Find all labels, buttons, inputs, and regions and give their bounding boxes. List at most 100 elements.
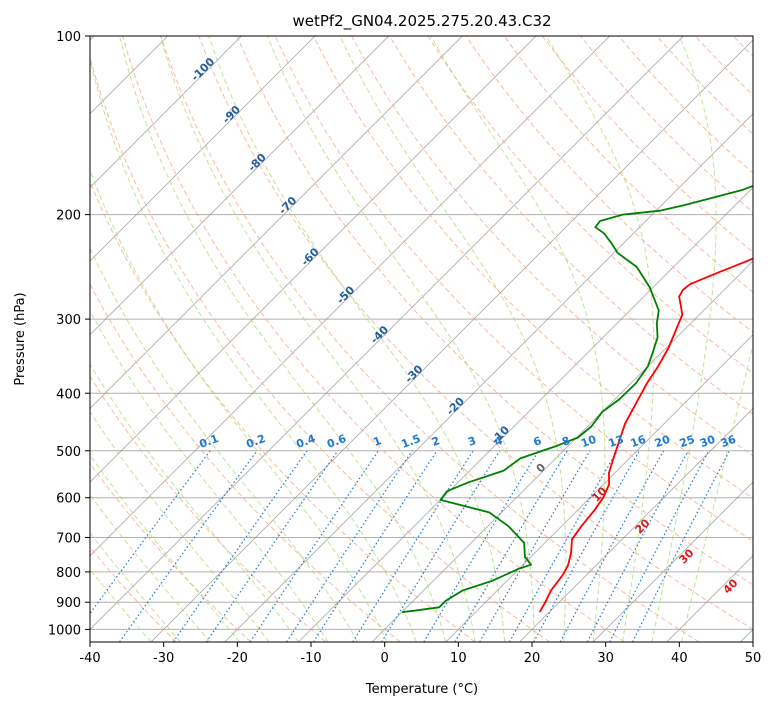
moist-adiabat-label: 40 — [721, 576, 741, 596]
mixing-ratio-line — [559, 450, 665, 642]
dry-adiabat-line — [90, 180, 476, 642]
x-tick-label: -20 — [227, 651, 248, 666]
mixing-ratio-line — [533, 450, 640, 642]
y-tick-label: 1000 — [48, 623, 81, 638]
mixing-ratio-line — [172, 450, 308, 642]
y-axis-ticks: 100 200 300 400 500 600 700 800 900 1000 — [48, 30, 90, 638]
isotherm-label: -100 — [189, 55, 218, 84]
y-tick-label: 400 — [56, 387, 81, 402]
dry-adiabat-line — [236, 36, 753, 586]
mixing-ratio-label: 3 — [466, 434, 478, 449]
moist-adiabat-line — [90, 309, 329, 642]
x-tick-label: 30 — [597, 651, 614, 666]
moist-adiabat-line — [90, 363, 299, 642]
isotherm-label: -60 — [299, 245, 322, 268]
moist-adiabat-line — [208, 36, 506, 642]
mixing-ratio-line — [479, 450, 591, 642]
dry-adiabat-line — [90, 282, 401, 642]
x-tick-label: 40 — [671, 651, 688, 666]
dry-adiabat-line — [618, 36, 753, 174]
isotherm-line — [90, 36, 611, 557]
y-tick-label: 200 — [56, 209, 81, 224]
mixing-ratio-line — [205, 450, 339, 642]
sounding-profiles — [401, 184, 753, 613]
mixing-ratio-line — [119, 450, 258, 642]
moist-adiabat-label: 20 — [633, 516, 653, 536]
isotherm-line — [371, 260, 753, 642]
mixing-ratio-label: 10 — [579, 433, 598, 451]
dry-adiabat-line — [274, 36, 753, 542]
isotherm-label: -80 — [246, 151, 269, 174]
isotherm-line — [224, 113, 753, 642]
mixing-ratio-line — [586, 450, 689, 642]
isotherm-label: -70 — [276, 194, 299, 217]
x-axis-ticks: -40 -30 -20 -10 0 10 20 30 40 50 — [79, 642, 761, 666]
dry-adiabat-line — [427, 36, 753, 374]
y-tick-label: 700 — [56, 531, 81, 546]
isotherm-line — [90, 36, 684, 630]
x-tick-label: 20 — [524, 651, 541, 666]
x-tick-label: -30 — [153, 651, 174, 666]
mixing-ratio-line — [508, 450, 618, 642]
moist-adiabat-line — [339, 36, 567, 642]
isotherm-line — [90, 36, 242, 188]
dry-adiabat-line — [90, 462, 252, 642]
mixing-ratio-line — [352, 450, 474, 642]
moist-adiabat-line — [545, 36, 655, 642]
mixing-ratio-line — [423, 450, 540, 642]
isotherm-line — [90, 36, 316, 262]
mixing-ratio-label: 2 — [430, 434, 442, 449]
chart-title: wetPf2_GN04.2025.275.20.43.C32 — [292, 12, 551, 31]
dry-adiabat-line — [90, 375, 326, 642]
y-tick-label: 500 — [56, 445, 81, 460]
mixing-ratio-label: 16 — [629, 433, 648, 451]
temperature-profile-line — [538, 257, 753, 613]
dry-adiabat-line — [198, 36, 753, 630]
moist-adiabat-line — [159, 36, 476, 642]
isotherm-line — [519, 407, 753, 642]
dry-adiabat-line — [312, 36, 753, 499]
dry-adiabat-line — [465, 36, 753, 333]
isotherm-line — [592, 481, 753, 642]
moist-adiabat-line — [430, 36, 606, 642]
mixing-ratio-label: 4 — [493, 434, 505, 449]
mixing-ratio-line — [286, 450, 413, 642]
isotherm-line — [150, 39, 753, 642]
dry-adiabat-line — [389, 36, 753, 415]
y-tick-label: 600 — [56, 492, 81, 507]
mixing-ratio-label: 25 — [678, 433, 697, 450]
x-tick-label: -10 — [300, 651, 321, 666]
isotherm-line — [90, 36, 390, 336]
isotherm-label: -40 — [368, 323, 391, 346]
mixing-ratio-line — [609, 450, 710, 642]
moist-adiabat-line — [681, 342, 753, 642]
dry-adiabat-line — [580, 36, 753, 214]
plot-frame — [89, 35, 754, 643]
mixing-ratio-label: 0.2 — [244, 432, 267, 451]
dry-adiabat-line — [122, 36, 625, 642]
mixing-ratio-label: 0.1 — [198, 432, 221, 451]
isotherm-label: -30 — [402, 362, 425, 385]
moist-adiabat-line — [119, 36, 447, 642]
mixing-ratio-line — [312, 450, 438, 642]
moist-adiabat-line — [90, 57, 417, 642]
isotherm-label: -90 — [220, 103, 243, 126]
mixing-ratio-line — [249, 450, 379, 642]
x-axis-label: Temperature (°C) — [365, 682, 478, 697]
y-axis-label: Pressure (hPa) — [13, 292, 28, 385]
isotherm-line — [90, 36, 463, 409]
x-tick-label: -40 — [79, 651, 100, 666]
moist-adiabat-line — [90, 246, 358, 642]
x-tick-label: 0 — [381, 651, 389, 666]
mixing-ratio-line — [454, 450, 568, 642]
mixing-ratio-label: 0.4 — [294, 432, 317, 451]
mixing-ratio-label: 1.5 — [400, 432, 423, 451]
mixing-ratio-label: 1 — [371, 434, 383, 449]
mixing-ratio-line — [381, 450, 501, 642]
moist-adiabat-label: 10 — [590, 484, 610, 504]
x-tick-label: 50 — [745, 651, 762, 666]
background-lines — [90, 36, 753, 642]
mixing-ratio-label: 8 — [560, 434, 572, 449]
mixing-ratio-label: 13 — [607, 433, 626, 450]
